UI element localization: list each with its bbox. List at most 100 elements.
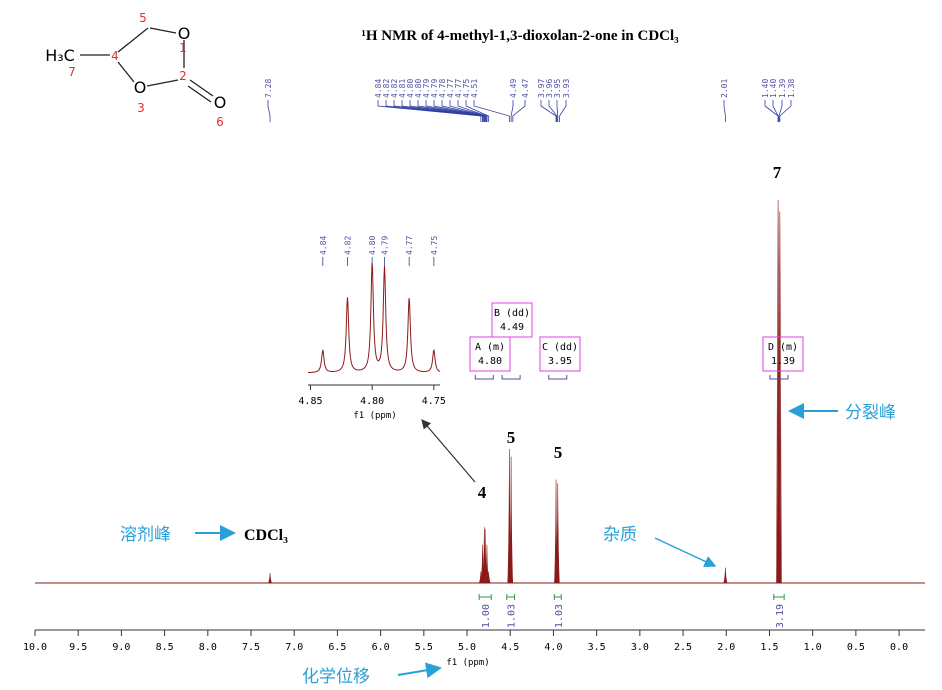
- annotation: 化学位移: [302, 667, 370, 687]
- integral: [506, 594, 516, 600]
- atom: O: [178, 24, 191, 43]
- annotation: CDCl₃: [244, 527, 288, 544]
- peak-label: 1.40: [761, 79, 770, 98]
- x-tick-label: 3.5: [588, 642, 606, 653]
- annotation: 分裂峰: [845, 403, 896, 423]
- peak-label-line: [548, 100, 558, 122]
- peak-label: 4.80: [406, 79, 415, 98]
- inset-tick-label: 4.80: [360, 396, 384, 407]
- x-tick-label: 8.0: [199, 642, 217, 653]
- x-tick-label: 1.0: [804, 642, 822, 653]
- structure: [80, 27, 214, 103]
- peak-label-line: [377, 100, 482, 122]
- x-tick-label: 0.0: [890, 642, 908, 653]
- annotation: 杂质: [603, 525, 637, 545]
- peak-label: 3.97: [537, 79, 546, 98]
- inset-axis-label: f1 (ppm): [353, 411, 396, 421]
- atom-number: 6: [216, 115, 224, 129]
- x-tick-label: 2.5: [674, 642, 692, 653]
- peak-assignment: 5: [554, 443, 563, 462]
- peak-label-line: [764, 100, 779, 122]
- x-tick-label: 7.0: [285, 642, 303, 653]
- peak-label: 2.01: [720, 79, 729, 98]
- peak-label: 4.78: [438, 79, 447, 98]
- atom-number: 2: [179, 69, 187, 83]
- atom: O: [134, 78, 147, 97]
- peak-label: 1.39: [778, 79, 787, 98]
- peak-label-line: [441, 100, 487, 122]
- x-tick-label: 1.5: [760, 642, 778, 653]
- peak-label-line: [772, 100, 779, 122]
- peak-label: 3.96: [545, 79, 554, 98]
- x-tick-label: 0.5: [847, 642, 865, 653]
- atom: H₃C: [45, 46, 75, 65]
- peak-label: 4.47: [521, 79, 530, 98]
- x-tick-label: 5.5: [415, 642, 433, 653]
- peak-label-line: [473, 100, 510, 122]
- peak-assignment: 5: [507, 428, 516, 447]
- x-tick-label: 9.0: [112, 642, 130, 653]
- peak-label-line: [779, 100, 792, 122]
- inset-peak-label: 4.84: [319, 236, 328, 255]
- x-tick-label: 3.0: [631, 642, 649, 653]
- multiplet-label: C (dd): [542, 342, 578, 353]
- peak-label: 1.40: [769, 79, 778, 98]
- peak-assignment: 4: [478, 483, 487, 502]
- atom-number: 7: [68, 65, 76, 79]
- multiplet-shift: 1.39: [771, 356, 795, 367]
- integral-value: 1.00: [481, 604, 492, 628]
- peak-label-line: [778, 100, 783, 122]
- multiplet-shift: 4.49: [500, 322, 524, 333]
- atom-number: 1: [179, 41, 187, 55]
- multiplet-shift: 3.95: [548, 356, 572, 367]
- integral: [478, 594, 492, 600]
- multiplet-range: [501, 375, 521, 380]
- atom-number: 4: [111, 49, 119, 63]
- peak-label: 4.77: [446, 79, 455, 98]
- peak-label: 3.93: [562, 79, 571, 98]
- peak-label: 4.51: [470, 79, 479, 98]
- peak-label: 4.49: [509, 79, 518, 98]
- peak-label: 4.82: [390, 79, 399, 98]
- peak-label-line: [267, 100, 271, 122]
- peak-label: 1.38: [787, 79, 796, 98]
- peak-label-line: [465, 100, 490, 122]
- peak-label: 4.82: [382, 79, 391, 98]
- x-tick-label: 9.5: [69, 642, 87, 653]
- peak-label-line: [512, 100, 526, 122]
- peak-label: 4.79: [422, 79, 431, 98]
- peak-label-line: [556, 100, 559, 122]
- x-tick-label: 10.0: [23, 642, 47, 653]
- x-tick-label: 4.0: [544, 642, 562, 653]
- peak: [555, 483, 560, 584]
- peak-assignment: 7: [773, 163, 782, 182]
- peak-label: 4.81: [398, 79, 407, 98]
- integral: [553, 594, 562, 600]
- multiplet-range: [548, 375, 568, 380]
- peak-label: 4.77: [454, 79, 463, 98]
- peak-label-line: [540, 100, 557, 122]
- peak-label: 4.79: [430, 79, 439, 98]
- peak: [267, 573, 273, 584]
- multiplet-label: D (m): [768, 342, 798, 353]
- integral: [773, 594, 785, 600]
- atom: O: [214, 93, 227, 112]
- multiplet-box: [491, 302, 533, 338]
- x-tick-label: 5.0: [458, 642, 476, 653]
- multiplet-shift: 4.80: [478, 356, 502, 367]
- multiplet-label: B (dd): [494, 308, 530, 319]
- atom-number: 5: [139, 11, 147, 25]
- x-tick-label: 7.5: [242, 642, 260, 653]
- inset-peak-label: 4.79: [380, 236, 389, 255]
- annotation: 溶剂峰: [120, 525, 171, 545]
- peak-label-line: [559, 100, 567, 122]
- multiplet-box: [762, 336, 804, 372]
- inset-peak-label: 4.75: [430, 236, 439, 255]
- multiplet-box: [539, 336, 581, 372]
- x-tick-label: 4.5: [501, 642, 519, 653]
- atom-number: 3: [137, 101, 145, 115]
- peak-label-line: [393, 100, 483, 122]
- peak: [486, 571, 491, 584]
- peak-label: 4.84: [374, 79, 383, 98]
- peak-label-line: [723, 100, 726, 122]
